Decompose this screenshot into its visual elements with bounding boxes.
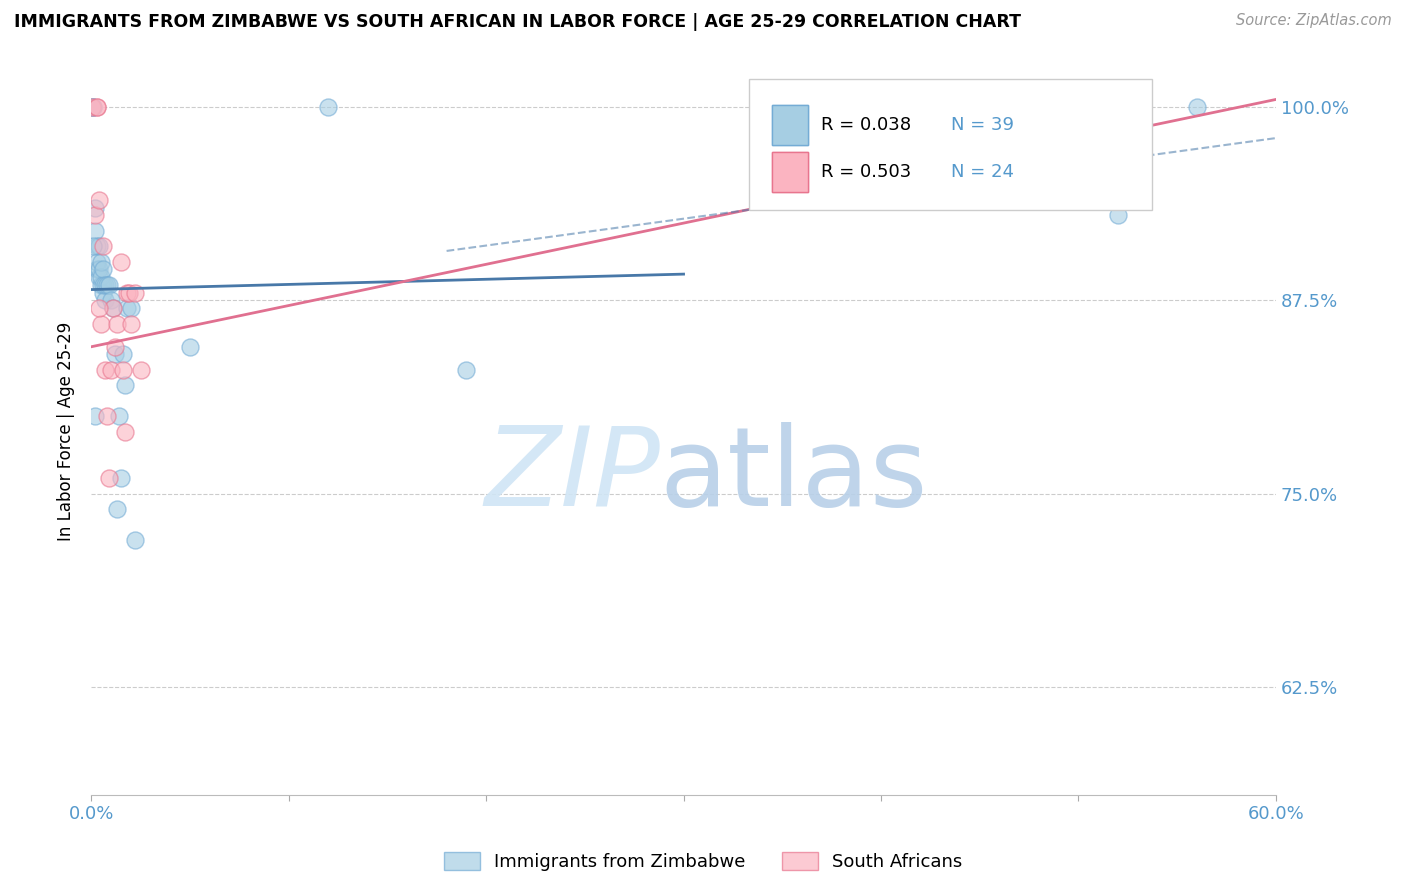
Point <box>87 239 110 253</box>
Text: atlas: atlas <box>659 422 928 529</box>
Point <box>114 378 136 392</box>
Point <box>1185 100 1208 114</box>
Point <box>101 301 124 315</box>
Point <box>104 347 127 361</box>
Point <box>86 254 108 268</box>
Point <box>82 100 104 114</box>
Point <box>124 533 146 547</box>
Point <box>105 317 128 331</box>
Point <box>84 201 107 215</box>
Point <box>105 502 128 516</box>
Point <box>82 100 104 114</box>
Point <box>100 293 122 308</box>
Point <box>110 471 132 485</box>
Point <box>124 285 146 300</box>
Point <box>86 239 108 253</box>
Point <box>115 285 138 300</box>
Point <box>120 317 142 331</box>
Text: R = 0.038: R = 0.038 <box>821 116 911 134</box>
Point <box>91 262 114 277</box>
Point <box>94 363 117 377</box>
Text: N = 24: N = 24 <box>952 163 1014 181</box>
Point <box>96 277 118 292</box>
Point <box>115 301 138 315</box>
Text: N = 39: N = 39 <box>952 116 1014 134</box>
Point <box>104 340 127 354</box>
Point <box>111 363 134 377</box>
Point <box>179 340 201 354</box>
Point <box>86 100 108 114</box>
Point <box>107 409 129 424</box>
Point <box>94 277 117 292</box>
Legend: Immigrants from Zimbabwe, South Africans: Immigrants from Zimbabwe, South Africans <box>436 845 970 879</box>
Text: ZIP: ZIP <box>484 422 659 529</box>
Point <box>97 471 120 485</box>
Point <box>90 270 112 285</box>
Point <box>84 409 107 424</box>
Point <box>82 100 104 114</box>
Point <box>87 301 110 315</box>
Point <box>86 100 108 114</box>
Point <box>91 277 114 292</box>
Point <box>94 293 117 308</box>
Point <box>90 317 112 331</box>
Point <box>110 254 132 268</box>
Point <box>87 270 110 285</box>
Point <box>82 239 104 253</box>
Point <box>87 193 110 207</box>
Point <box>316 100 339 114</box>
Point <box>118 285 141 300</box>
Point <box>114 425 136 439</box>
Point <box>90 277 112 292</box>
Point <box>101 301 124 315</box>
Point <box>82 100 104 114</box>
Point <box>1107 208 1129 222</box>
Text: R = 0.503: R = 0.503 <box>821 163 911 181</box>
Point <box>129 363 152 377</box>
Point <box>90 254 112 268</box>
Point <box>84 224 107 238</box>
Text: Source: ZipAtlas.com: Source: ZipAtlas.com <box>1236 13 1392 29</box>
Point <box>87 262 110 277</box>
Point <box>84 208 107 222</box>
Text: IMMIGRANTS FROM ZIMBABWE VS SOUTH AFRICAN IN LABOR FORCE | AGE 25-29 CORRELATION: IMMIGRANTS FROM ZIMBABWE VS SOUTH AFRICA… <box>14 13 1021 31</box>
Point <box>456 363 478 377</box>
FancyBboxPatch shape <box>772 105 808 145</box>
FancyBboxPatch shape <box>749 79 1152 211</box>
Point <box>1107 100 1129 114</box>
FancyBboxPatch shape <box>772 152 808 192</box>
Point <box>86 262 108 277</box>
Point <box>91 285 114 300</box>
Y-axis label: In Labor Force | Age 25-29: In Labor Force | Age 25-29 <box>58 322 75 541</box>
Point <box>97 277 120 292</box>
Point <box>120 301 142 315</box>
Point <box>100 363 122 377</box>
Point <box>96 409 118 424</box>
Point <box>111 347 134 361</box>
Point <box>91 239 114 253</box>
